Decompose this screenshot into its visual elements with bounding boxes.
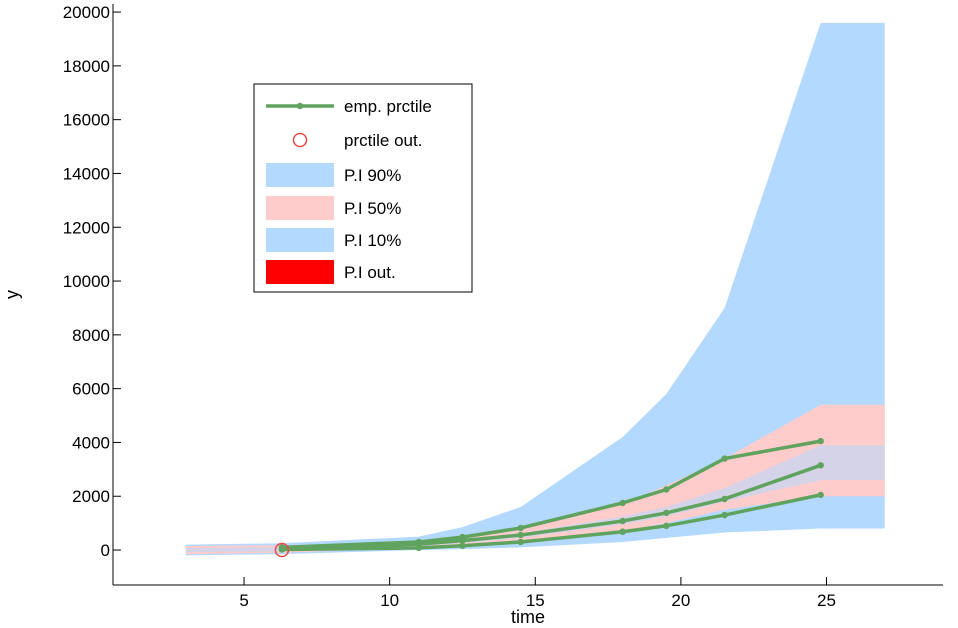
legend-label: P.I 10% — [344, 231, 401, 250]
outlier-markers — [274, 542, 290, 558]
percentile-point — [278, 546, 286, 553]
x-tick-label: 5 — [239, 591, 248, 610]
x-tick-label: 15 — [526, 591, 545, 610]
prediction-bands — [185, 22, 885, 556]
percentile-line-3 — [281, 493, 822, 552]
axes: 5 10 15 20 25 0 2000 4000 6000 8000 10000 12000 1400… — [63, 3, 943, 610]
percentile-point — [721, 495, 728, 503]
legend-label: prctile out. — [344, 131, 422, 150]
y-tick-label: 10000 — [63, 272, 110, 291]
percentile-point — [517, 531, 524, 539]
y-axis-title: y — [2, 290, 22, 299]
percentile-point — [619, 499, 626, 507]
percentile-point — [663, 522, 670, 530]
x-tick-label: 10 — [380, 591, 399, 610]
y-tick-label: 4000 — [72, 433, 110, 452]
legend-circle-swatch — [292, 132, 308, 148]
percentile-point — [517, 538, 524, 546]
percentile-point — [663, 509, 670, 517]
y-tick-label: 0 — [101, 541, 110, 560]
legend-patch-swatch — [266, 163, 334, 187]
legend-label: emp. prctile — [344, 97, 432, 116]
x-tick-label: 20 — [671, 591, 690, 610]
y-tick-label: 8000 — [72, 326, 110, 345]
percentile-point — [817, 491, 824, 499]
percentile-point — [817, 462, 824, 469]
percentile-point — [721, 511, 728, 519]
percentile-point — [619, 517, 626, 525]
x-tick-label: 25 — [817, 591, 836, 610]
y-tick-label: 14000 — [63, 164, 110, 183]
percentile-point — [459, 537, 466, 544]
legend-label: P.I 90% — [344, 166, 401, 185]
percentile-lines — [278, 437, 824, 553]
percentile-point — [721, 455, 728, 462]
legend-line-marker — [296, 102, 304, 110]
percentile-line-1 — [281, 439, 821, 550]
y-tick-label: 20000 — [63, 3, 110, 22]
percentile-point — [817, 437, 824, 445]
y-tick-label: 18000 — [63, 57, 110, 76]
legend-patch-swatch — [266, 228, 334, 252]
percentile-point — [619, 528, 626, 535]
y-tick-label: 16000 — [63, 111, 110, 130]
percentile-point — [663, 486, 670, 493]
x-axis-title: time — [511, 607, 545, 627]
legend-box — [253, 83, 473, 293]
percentile-point — [459, 542, 466, 549]
legend-patch-swatch — [266, 260, 334, 284]
y-tick-label: 6000 — [72, 380, 110, 399]
band-1 — [185, 22, 885, 556]
legend-patch-swatch — [266, 196, 334, 220]
y-tick-label: 2000 — [72, 487, 110, 506]
legend-label: P.I out. — [344, 263, 396, 282]
percentile-line-2 — [281, 463, 822, 551]
legend-label: P.I 50% — [344, 199, 401, 218]
y-tick-label: 12000 — [63, 218, 110, 237]
band-3 — [185, 445, 885, 553]
percentile-point — [517, 524, 524, 532]
legend: emp. prctile prctile out. P.I 90% P.I 50% P.… — [253, 83, 473, 293]
outlier-marker — [274, 542, 290, 558]
percentile-point — [415, 544, 422, 552]
